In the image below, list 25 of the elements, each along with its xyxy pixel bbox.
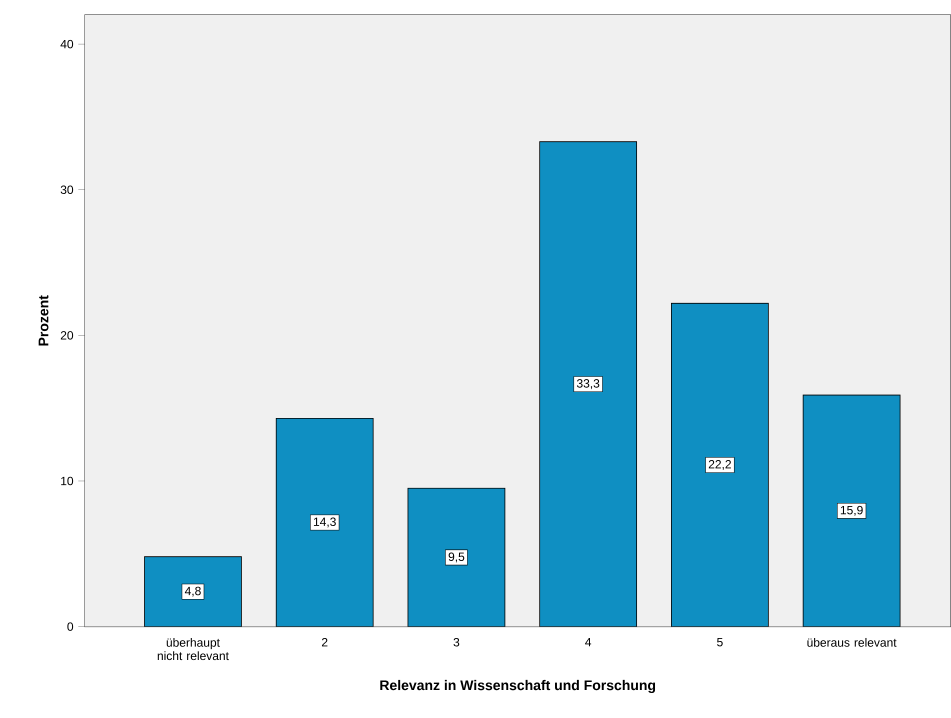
x-tick-label: 3 bbox=[454, 638, 460, 647]
x-tick-label: 2 bbox=[322, 638, 328, 647]
bar bbox=[408, 488, 506, 627]
data-label: 9,5 bbox=[448, 552, 464, 563]
data-label: 4,8 bbox=[184, 586, 201, 597]
y-tick-label: 0 bbox=[67, 622, 74, 632]
y-tick-label: 20 bbox=[60, 331, 74, 340]
y-axis-title: Prozent bbox=[38, 296, 48, 346]
y-tick-label: 10 bbox=[61, 476, 74, 486]
bar bbox=[276, 418, 374, 627]
bar bbox=[671, 304, 768, 627]
data-label: 15,9 bbox=[840, 506, 863, 516]
bar bbox=[144, 556, 242, 627]
x-tick-label: überhaupt nicht relevant bbox=[158, 638, 229, 660]
x-tick-label: 5 bbox=[717, 638, 723, 647]
y-tick-label: 40 bbox=[60, 40, 74, 49]
x-tick-label: überaus relevant bbox=[807, 638, 896, 648]
x-axis-title: Relevanz in Wissenschaft und Forschung bbox=[380, 680, 656, 694]
data-label: 14,3 bbox=[314, 518, 336, 528]
data-label: 22,2 bbox=[708, 460, 731, 470]
bar bbox=[539, 142, 638, 627]
bar bbox=[802, 394, 900, 627]
y-tick-label: 30 bbox=[60, 186, 74, 194]
x-tick-label: 4 bbox=[585, 638, 592, 646]
data-label: 33,3 bbox=[576, 379, 600, 390]
